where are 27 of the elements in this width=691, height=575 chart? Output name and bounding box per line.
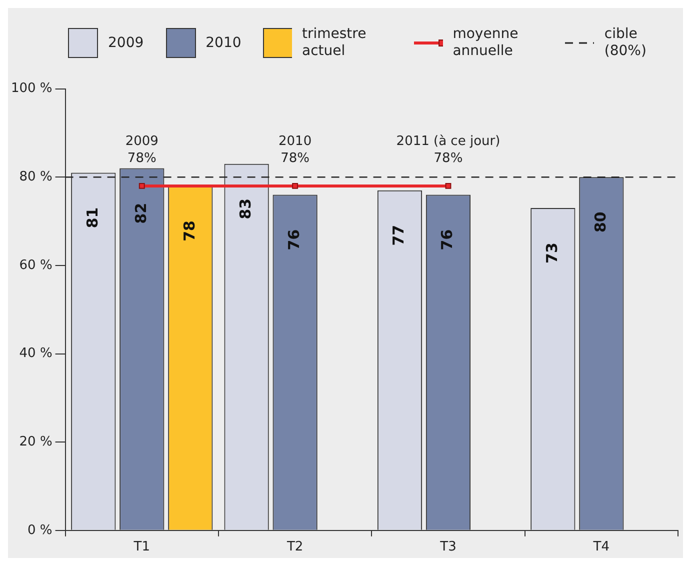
data-label: 78 [180, 220, 198, 242]
data-label: 76 [284, 229, 303, 250]
y-tick-label: 20 % [19, 434, 52, 450]
annotation: 2011 (à ce jour) 78% [396, 134, 500, 166]
x-tick-label: T2 [286, 540, 304, 555]
annotation: 2009 78% [125, 134, 158, 166]
legend-label: trimestre actuel [302, 26, 368, 60]
legend-label: moyenne annuelle [452, 26, 520, 60]
x-tick-label: T1 [132, 540, 150, 555]
y-tick-label: 0 % [28, 522, 52, 538]
y-tick-label: 40 % [19, 346, 52, 362]
data-label: 82 [132, 202, 150, 224]
data-label: 76 [438, 229, 456, 250]
legend-label: 2009 [108, 34, 144, 52]
y-tick-label: 80 % [19, 169, 52, 184]
legend-label: cible (80%) [604, 26, 648, 60]
y-tick-label: 100 % [10, 81, 52, 96]
data-label: 83 [236, 198, 254, 220]
data-label: 81 [83, 207, 102, 228]
data-label: 77 [390, 224, 408, 246]
data-label: 73 [542, 242, 561, 264]
y-tick-label: 60 % [19, 258, 52, 273]
x-tick-label: T3 [439, 540, 456, 555]
annotation: 2010 78% [278, 134, 312, 166]
x-tick-label: T4 [592, 540, 610, 555]
data-label: 80 [591, 212, 610, 233]
legend-label: 2010 [206, 34, 242, 52]
